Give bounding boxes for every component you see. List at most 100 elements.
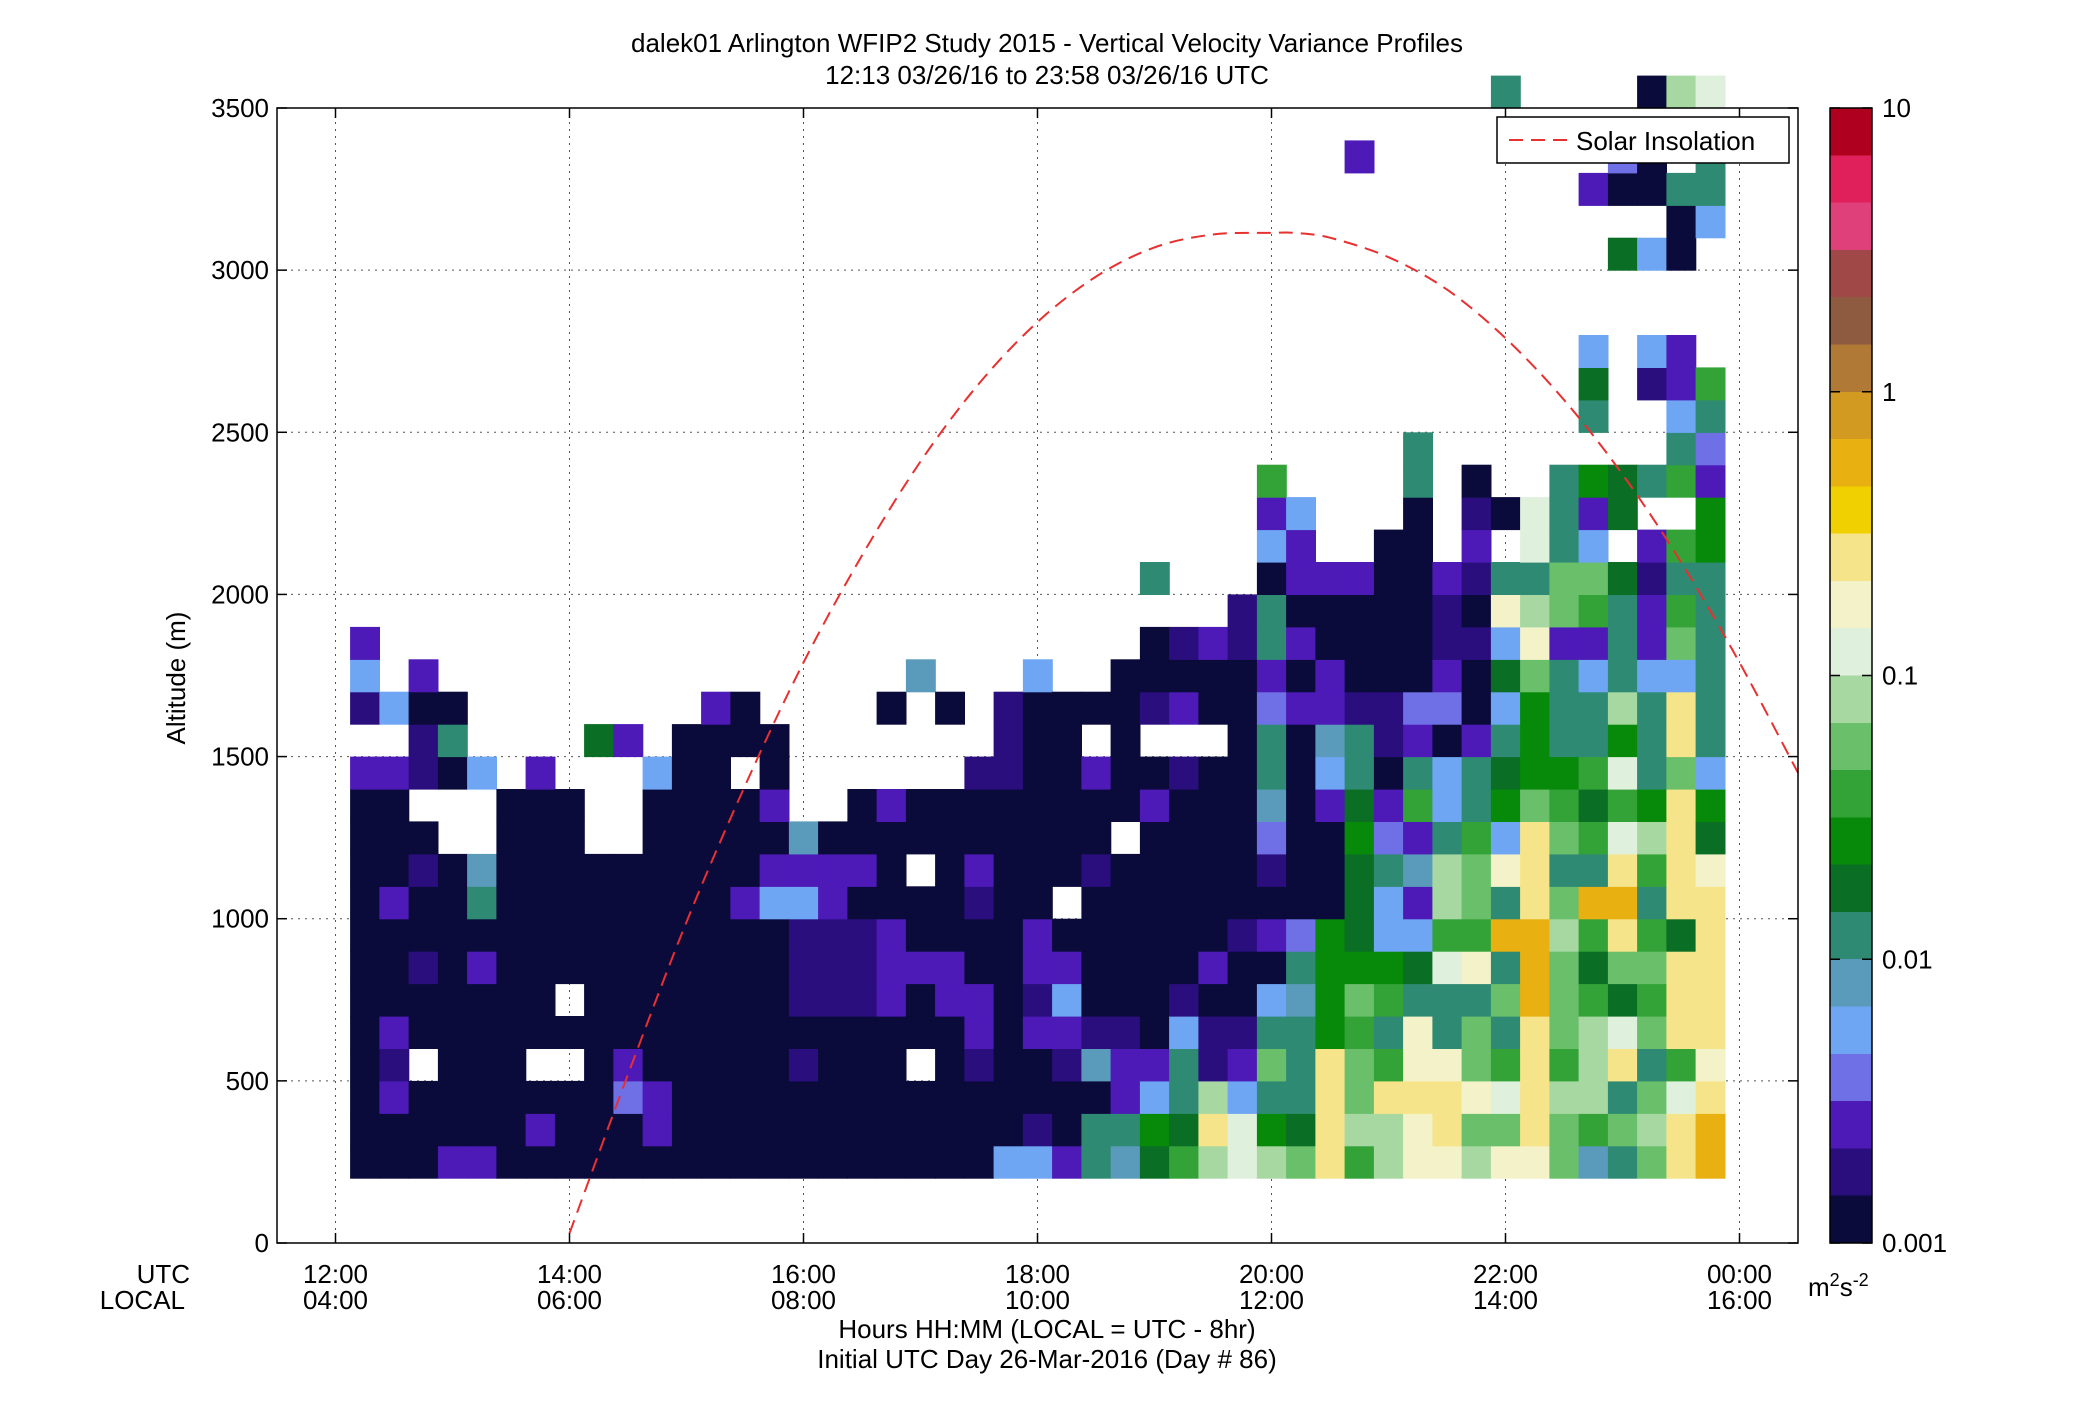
variance-cell [554,1145,585,1179]
variance-cell [1695,1048,1726,1082]
variance-cell [1607,1145,1638,1179]
variance-cell [671,1080,702,1114]
variance-cell [1139,789,1170,822]
variance-cell [408,951,439,985]
variance-cell [701,724,731,758]
variance-cell [1315,626,1346,660]
variance-cell [993,1016,1024,1049]
variance-cell [467,918,497,952]
variance-cell [730,886,761,920]
variance-cell [437,853,468,887]
variance-cell [701,886,731,920]
variance-cell [671,983,702,1017]
variance-cell [1110,983,1141,1017]
variance-cell [1227,756,1258,790]
variance-cell [1227,1048,1258,1082]
variance-cell [1490,562,1521,595]
variance-cell [788,853,819,887]
variance-cell [467,886,497,920]
variance-cell [876,983,907,1017]
variance-cell [964,951,995,985]
variance-cell [1169,918,1199,952]
variance-cell [350,626,380,660]
variance-cell [408,886,439,920]
variance-cell [1695,756,1726,790]
variance-cell [1432,918,1463,952]
variance-cell [671,756,702,790]
variance-cell [1520,918,1550,952]
variance-cell [525,918,556,952]
variance-cell [496,886,527,920]
variance-cell [379,1048,410,1082]
variance-cell [1461,789,1492,822]
variance-cell [1461,1145,1492,1179]
variance-cell [1695,659,1726,693]
variance-cell [935,983,965,1017]
variance-cell [1286,1080,1316,1114]
variance-cell [1549,1145,1580,1179]
variance-cell [1344,886,1375,920]
y-tick-label: 0 [255,1228,269,1258]
variance-cell [496,1048,527,1082]
variance-cell [1022,756,1053,790]
variance-cell [1052,821,1082,855]
variance-cell [1373,529,1404,563]
variance-cell [701,1113,731,1147]
colorbar-ticks: 0.001 0.01 0.1 1 10 [1830,93,1947,1258]
variance-cell [467,1145,497,1179]
variance-cell [1578,1016,1609,1049]
variance-cell [1578,853,1609,887]
variance-cell [1022,918,1053,952]
variance-cell [1022,853,1053,887]
variance-cell [1373,724,1404,758]
variance-cell [964,1016,995,1049]
variance-cell [876,1145,907,1179]
y-tick-label: 1500 [211,742,269,772]
variance-cell [437,724,468,758]
variance-cell [1549,1080,1580,1114]
variance-cell [1490,1145,1521,1179]
variance-cell [818,1048,848,1082]
variance-cell [847,1016,878,1049]
variance-cell [1139,626,1170,660]
variance-cell [701,951,731,985]
x-axis-label: Hours HH:MM (LOCAL = UTC - 8hr) [838,1314,1255,1344]
variance-cell [1373,886,1404,920]
variance-cell [1110,1016,1141,1049]
variance-cell [1637,529,1667,563]
variance-cell [935,789,965,822]
variance-cell [1695,821,1726,855]
variance-cell [1461,886,1492,920]
variance-cell [1373,1080,1404,1114]
variance-cell [1607,497,1638,531]
variance-cell [1666,367,1697,401]
variance-cell [1052,1113,1082,1147]
variance-cell [642,1048,673,1082]
variance-cell [1315,1048,1346,1082]
variance-cell [964,1048,995,1082]
variance-cell [876,853,907,887]
variance-cell [642,951,673,985]
variance-cell [1315,789,1346,822]
variance-cell [818,1113,848,1147]
variance-cell [1344,659,1375,693]
variance-cell [1315,1016,1346,1049]
variance-cell [1052,1016,1082,1049]
variance-cell [1052,756,1082,790]
variance-cell [671,951,702,985]
variance-cell [408,918,439,952]
variance-cell [1637,75,1667,109]
variance-cell [1403,983,1433,1017]
variance-cell [847,821,878,855]
variance-cell [1666,1113,1697,1147]
variance-cell [1052,853,1082,887]
variance-cell [1666,1145,1697,1179]
variance-cell [935,1080,965,1114]
variance-cell [1110,853,1141,887]
variance-cell [1607,853,1638,887]
variance-cell [1198,951,1229,985]
variance-cell [1403,1016,1433,1049]
variance-cell [379,918,410,952]
variance-cell [1373,691,1404,725]
